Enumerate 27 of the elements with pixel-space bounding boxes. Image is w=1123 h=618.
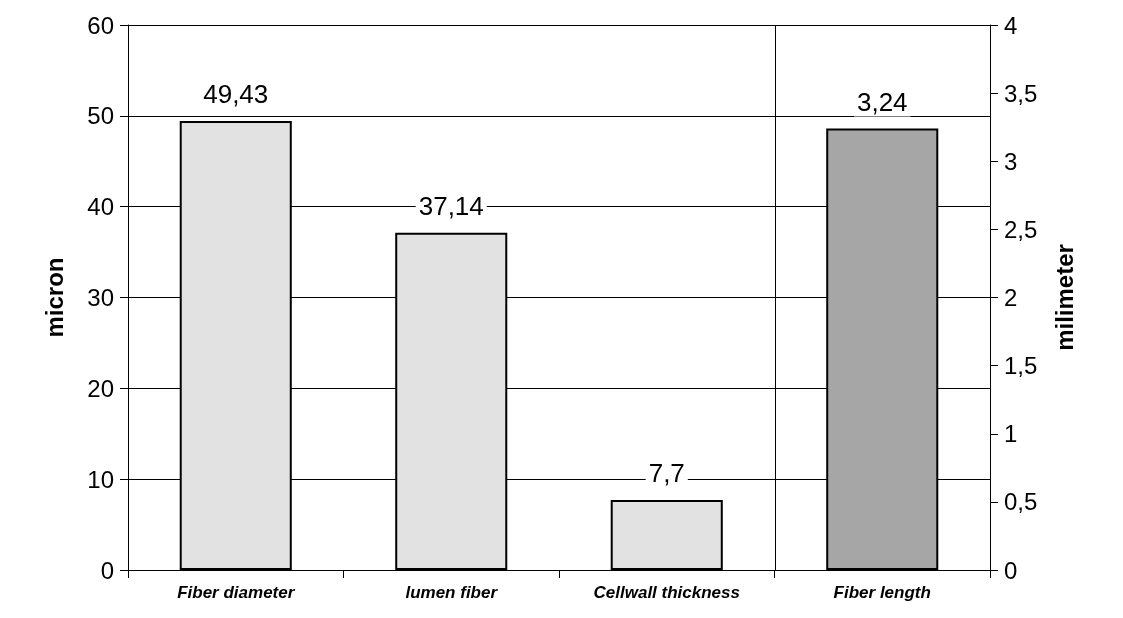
y2-tick-label: 1,5: [1004, 352, 1038, 380]
bar: [610, 500, 723, 570]
y2-tick-label: 1: [1004, 420, 1018, 448]
y-tick-label: 50: [87, 102, 114, 130]
y-tick-label: 60: [87, 11, 114, 39]
y2-tick-label: 4: [1004, 11, 1018, 39]
y2-tick-label: 0,5: [1004, 488, 1038, 516]
y-tick-label: 10: [87, 465, 114, 493]
y-tick-label: 40: [87, 193, 114, 221]
y2-axis-title: milimeter: [1050, 244, 1078, 351]
x-tick-label: lumen fiber: [405, 583, 499, 602]
data-label: 7,7: [648, 458, 685, 489]
data-label: 3,24: [856, 86, 908, 117]
y-tick-label: 20: [87, 374, 114, 402]
data-label: 49,43: [203, 79, 269, 110]
x-tick-label: Cellwall thickness: [593, 583, 740, 602]
y-tick-label: 30: [87, 284, 114, 311]
y-tick-label: 0: [100, 556, 114, 584]
y2-tick-label: 3: [1004, 147, 1018, 175]
y2-tick-label: 2: [1004, 284, 1018, 311]
y2-tick-label: 3,5: [1004, 79, 1038, 107]
y2-tick-label: 0: [1004, 556, 1018, 584]
y-axis-title: micron: [40, 257, 68, 338]
data-label: 37,14: [418, 190, 484, 221]
x-tick-label: Fiber length: [833, 583, 931, 602]
y2-tick-label: 2,5: [1004, 215, 1038, 243]
x-tick-label: Fiber diameter: [177, 583, 296, 602]
